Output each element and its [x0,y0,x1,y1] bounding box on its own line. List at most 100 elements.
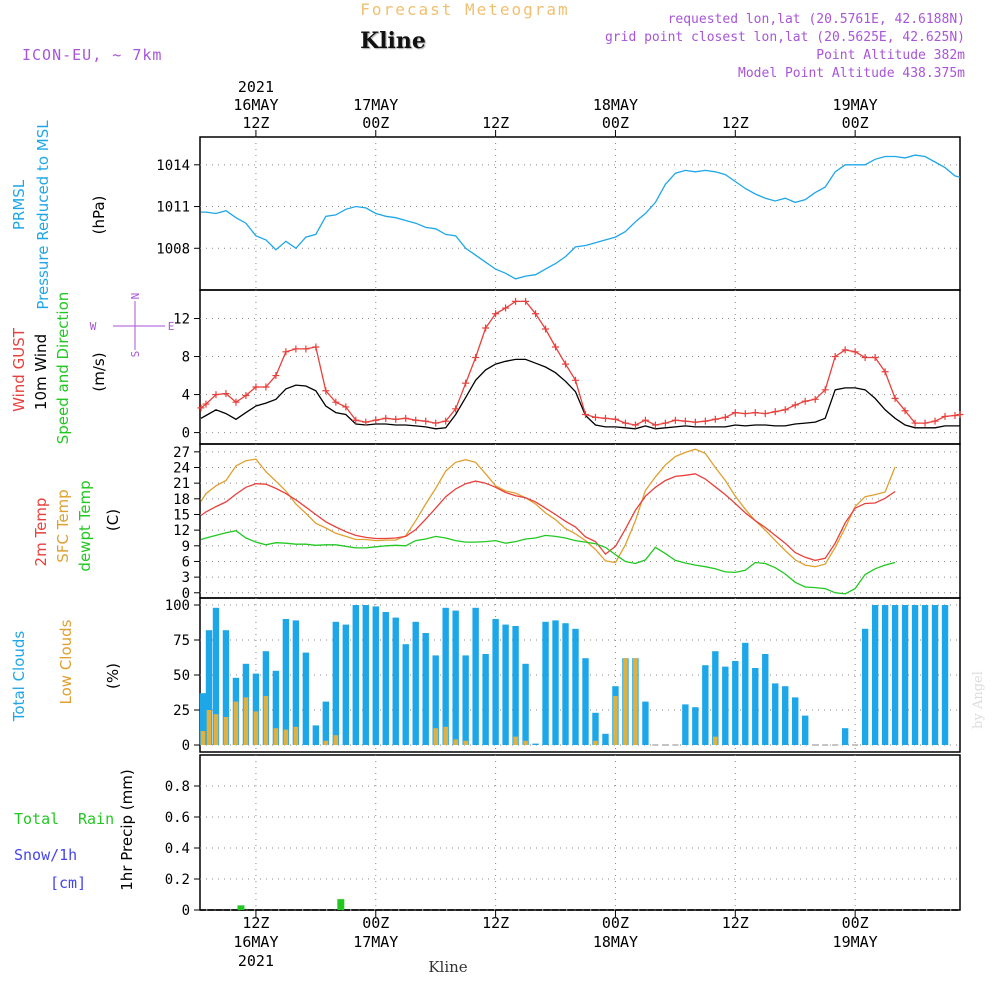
bottom-hour-label: 12Z [722,914,749,932]
gust-marker [761,410,769,418]
gust-marker [197,404,205,412]
y-tick-label: 0.4 [165,841,190,857]
total-cloud-bar [362,605,369,745]
data-series [197,154,964,911]
gust-marker [502,304,510,312]
gust-marker [601,414,609,422]
gust-marker [462,379,470,387]
pressure-unit: (hPa) [90,196,108,235]
gust-marker [472,353,480,361]
model-altitude: Model Point Altitude 438.375m [738,66,965,81]
t2m-line [200,473,896,562]
gust-marker [202,400,210,408]
gust-marker [751,409,759,417]
sfc-temp-line [200,448,896,568]
total-cloud-bar [871,605,879,745]
wind-gust-line [200,300,961,426]
gust-marker [452,405,460,413]
y-tick-label: 12 [173,523,190,539]
y-tick-label: 27 [173,445,190,461]
gust-marker [701,417,709,425]
y-tick-label: 0 [182,903,190,919]
y-tick-label: 75 [173,633,190,649]
wind-speed-line [200,358,960,430]
total-cloud-bar [452,610,459,745]
compass-s: S [129,351,142,358]
gust-marker [821,386,829,394]
gust-marker [432,419,440,427]
total-cloud-bar [492,619,499,745]
y-tick-label: 4 [182,388,190,404]
total-cloud-bar [512,626,519,745]
total-cloud-bar [392,617,399,745]
snow-unit-label: [cm] [50,874,86,892]
low-cloud-bar [243,697,249,745]
total-cloud-bar [482,654,489,745]
gust-marker [402,414,410,422]
total-cloud-bar [562,623,569,745]
total-clouds-label: Total Clouds [10,631,28,723]
total-cloud-bar [921,605,929,745]
gust-marker [572,376,580,384]
total-cloud-bar [462,655,469,745]
total-cloud-bar [682,704,689,745]
compass-e: E [168,320,175,333]
total-cloud-bar [352,605,359,745]
gust-marker [691,418,699,426]
gust-marker [861,353,869,361]
total-cloud-bar [402,644,409,745]
top-hour-label: 00Z [842,114,869,132]
low-cloud-bar [293,726,299,745]
sfc-temp-label: SFC Temp [54,489,72,562]
low-cloud-bar [433,728,438,745]
total-cloud-bar [252,673,260,745]
total-cloud-bar [841,728,849,745]
gust-marker [771,408,779,416]
gust-marker [492,310,500,318]
low-cloud-bar [613,696,618,745]
gust-marker [232,398,240,406]
gust-marker [242,392,250,400]
total-cloud-bar [442,607,449,745]
gust-marker [392,415,400,423]
y-tick-label: 3 [182,570,190,586]
gust-marker [671,416,679,424]
gust-marker [651,421,659,429]
top-date-label: 16MAY [233,96,278,114]
rain-bar [237,905,245,910]
total-cloud-bar [199,693,207,745]
top-date-label: 19MAY [833,96,878,114]
y-tick-label: 0.2 [165,872,190,888]
gust-marker [911,419,919,427]
gust-marker [941,412,949,420]
total-cloud-bar [792,697,799,745]
total-cloud-bar [212,607,220,745]
low-cloud-bar [593,740,598,745]
y-tick-labels: 1008101110140481203691215182124270255075… [156,158,190,919]
gust-marker [312,343,320,351]
total-cloud-bar [422,633,429,745]
total-cloud-bar [732,661,739,745]
gust-marker [831,353,839,361]
prmsl-line [201,154,961,280]
gust-marker [591,413,599,421]
y-tick-label: 100 [165,598,190,614]
low-cloud-bar [513,736,518,745]
y-tick-label: 6 [182,554,190,570]
location-title: Kline [360,28,426,54]
y-tick-label: 1008 [156,241,190,257]
total-cloud-bar [911,605,919,745]
bottom-date-label: 16MAY [233,933,278,951]
gust-marker [222,390,230,398]
gust-marker [542,325,550,333]
bottom-year-label: 2021 [238,952,274,970]
bottom-date-label: 18MAY [593,933,638,951]
gust-marker [342,403,350,411]
total-cloud-bar [722,666,729,745]
gust-marker [362,418,370,426]
clouds-unit: (%) [104,663,122,689]
y-tick-label: 25 [173,703,190,719]
gust-marker [781,406,789,414]
watermark: by Angel [971,671,986,729]
y-tick-label: 0.6 [165,810,190,826]
